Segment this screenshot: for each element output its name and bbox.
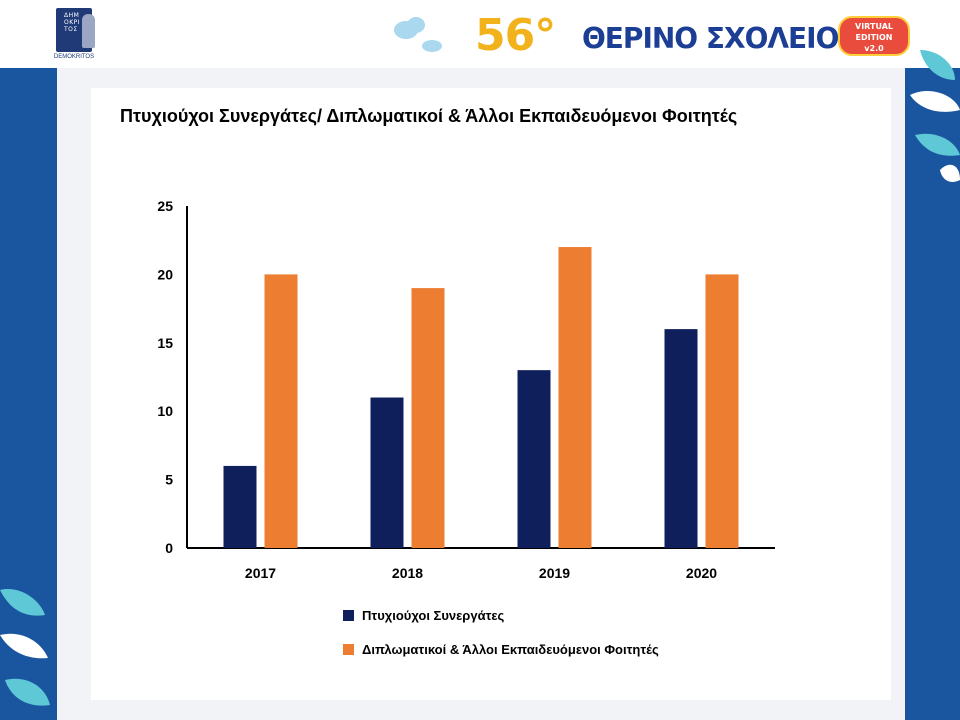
bar-series-2-2020 [705, 274, 739, 548]
legend-label-series-2: Διπλωματικοί & Άλλοι Εκπαιδευόμενοι Φοιτ… [362, 642, 659, 657]
y-tick-label: 20 [157, 266, 173, 282]
school-title: ΘΕΡΙΝΟ ΣΧΟΛΕΙΟ [582, 22, 839, 55]
bar-series-2-2019 [558, 247, 592, 549]
bar-series-2-2018 [411, 288, 445, 548]
legend-label-series-1: Πτυχιούχοι Συνεργάτες [362, 608, 505, 623]
badge-line-2: EDITION [855, 33, 893, 42]
logo-letters: ΔΗΜΟΚΡΙΤΟΣ [64, 12, 81, 33]
chart-title: Πτυχιούχοι Συνεργάτες/ Διπλωματικοί & Άλ… [120, 106, 738, 126]
edition-number: 56° [475, 10, 556, 61]
chart-card [91, 88, 891, 700]
y-tick-label: 5 [165, 472, 173, 488]
logo-emblem: ΔΗΜΟΚΡΙΤΟΣ [56, 8, 95, 52]
y-tick-label: 10 [157, 403, 173, 419]
bar-series-1-2017 [223, 465, 257, 548]
x-tick-label: 2019 [539, 565, 570, 581]
bar-series-1-2018 [370, 397, 404, 548]
cloud-icon [394, 17, 442, 52]
bar-series-1-2020 [664, 329, 698, 548]
bust-icon [82, 14, 95, 48]
y-tick-label: 15 [157, 335, 173, 351]
virtual-edition-badge: VIRTUAL EDITION v2.0 [838, 16, 910, 56]
legend-swatch-series-2 [343, 644, 354, 655]
legend-swatch-series-1 [343, 610, 354, 621]
x-tick-label: 2020 [686, 565, 717, 581]
logo-caption: DEMOKRITOS [53, 54, 95, 60]
leaf-decoration-bottom-left [0, 589, 50, 706]
y-tick-label: 25 [157, 198, 173, 214]
bar-series-1-2019 [517, 370, 551, 548]
demokritos-logo: ΔΗΜΟΚΡΙΤΟΣ DEMOKRITOS [50, 8, 98, 64]
x-tick-label: 2017 [245, 565, 276, 581]
header-bar: ΔΗΜΟΚΡΙΤΟΣ DEMOKRITOS 56° ΘΕΡΙΝΟ ΣΧΟΛΕΙΟ… [0, 0, 960, 68]
badge-line-3: v2.0 [864, 44, 884, 53]
leaf-decoration-top-right [910, 50, 960, 182]
x-tick-label: 2018 [392, 565, 423, 581]
y-tick-label: 0 [165, 540, 173, 556]
bar-series-2-2017 [264, 274, 298, 548]
badge-line-1: VIRTUAL [855, 22, 893, 31]
